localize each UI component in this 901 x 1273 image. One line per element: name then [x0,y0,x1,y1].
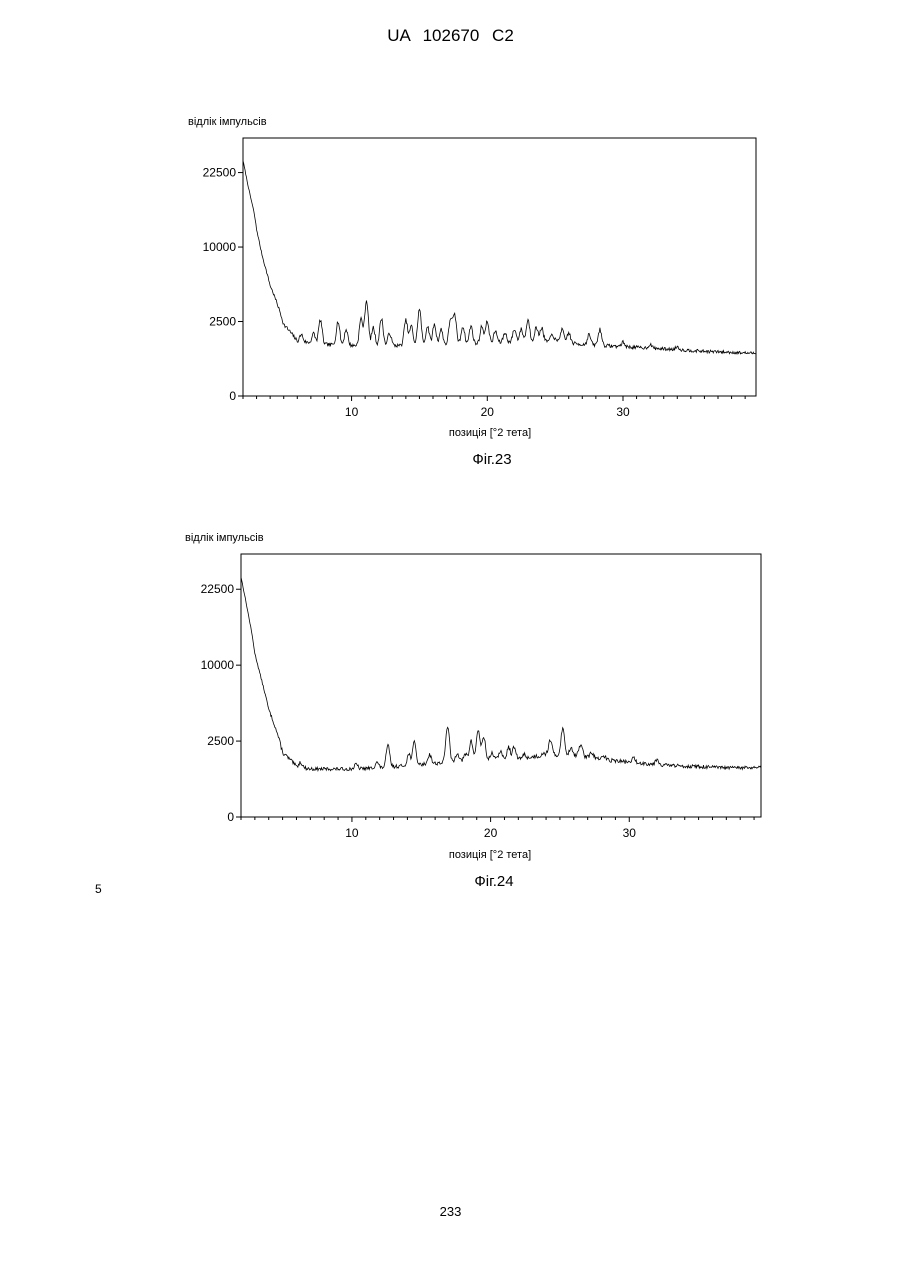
y-tick-label: 2500 [209,315,236,329]
y-tick-label: 10000 [201,658,235,672]
y-tick-label: 22500 [203,166,237,180]
axis-ticks [236,589,754,822]
y-axis-label: відлік імпульсів [185,532,264,544]
plot-frame [241,554,761,817]
x-axis-label: позиція [°2 тета] [449,427,531,439]
page-number: 233 [0,1204,901,1219]
plot-frame [243,138,756,396]
chart-fig23: відлік імпульсів 10 20 30 0 2500 10000 22500 п… [180,108,780,478]
x-tick-label: 10 [345,826,359,840]
y-axis-label: відлік імпульсів [188,116,267,128]
x-tick-label: 30 [623,826,637,840]
x-tick-label: 20 [484,826,498,840]
y-tick-label: 22500 [201,582,235,596]
y-tick-label: 0 [227,810,234,824]
figure-caption: Фіг.23 [472,451,511,468]
y-tick-label: 0 [229,389,236,403]
x-tick-label: 30 [616,405,630,419]
figure-caption: Фіг.24 [474,873,513,890]
tick-labels: 10 20 30 0 2500 10000 22500 [203,166,630,419]
chart-fig24: відлік імпульсів 10 20 30 0 2500 10000 22500 п… [180,524,780,894]
patent-header: UA 102670 C2 [0,26,901,46]
x-axis-label: позиція [°2 тета] [449,849,531,861]
x-tick-label: 20 [481,405,495,419]
tick-labels: 10 20 30 0 2500 10000 22500 [201,582,637,840]
axis-ticks [238,173,745,401]
diffraction-trace [243,161,756,354]
diffraction-trace [241,577,761,770]
line-number: 5 [95,882,102,896]
y-tick-label: 10000 [203,240,237,254]
y-tick-label: 2500 [207,734,234,748]
x-tick-label: 10 [345,405,359,419]
